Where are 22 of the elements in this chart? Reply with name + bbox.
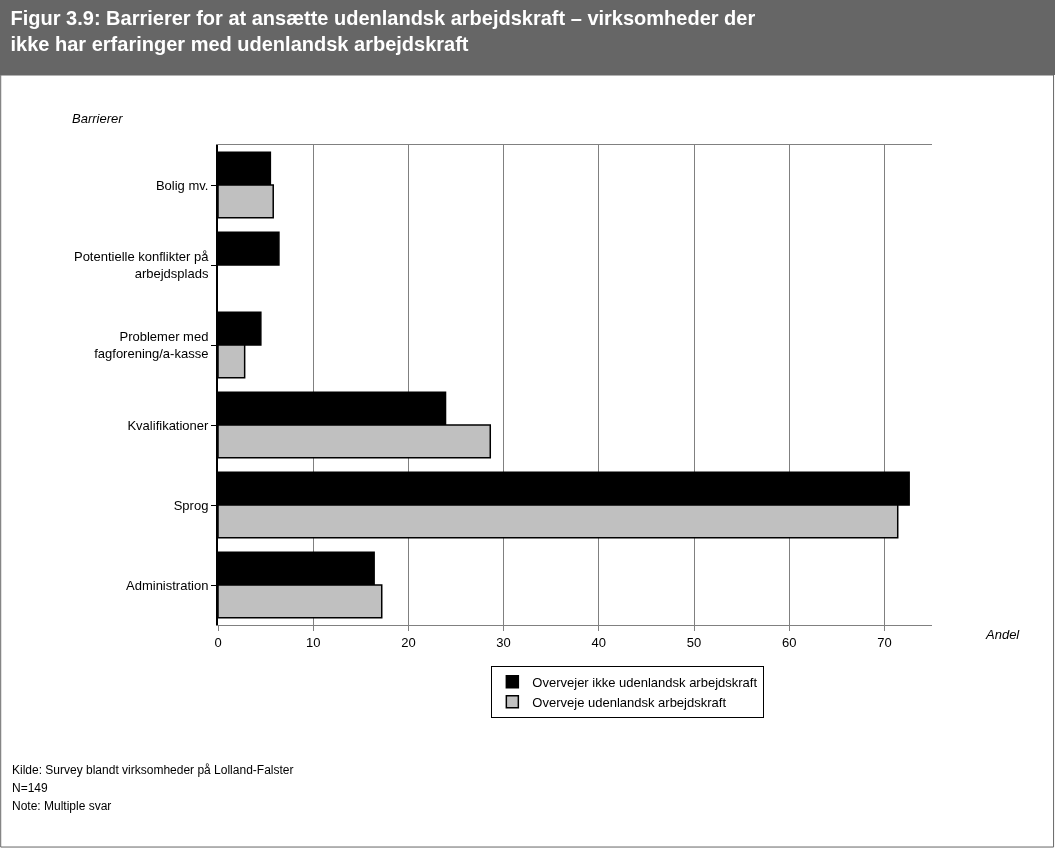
y-tick-label: Sprog xyxy=(173,497,209,513)
legend-label: Overvejer ikke udenlandsk arbejdskraft xyxy=(532,674,758,690)
text: Note: Multiple svar xyxy=(12,799,112,813)
y-tick-label: Kvalifikationer xyxy=(127,417,210,433)
chart-title: Figur 3.9: Barrierer for at ansætte udenlandsk arbejdskraft – virksomheder der ikke har erfaringer med udenlandsk arbejdskraft xyxy=(10,7,756,56)
legend-label: Overveje udenlandsk arbejdskraft xyxy=(532,694,727,710)
y-tick-label: Problemer med fagforening/a-kasse xyxy=(94,329,209,361)
x-tick-label: 20 xyxy=(401,634,416,650)
x-tick-label: 70 xyxy=(877,634,892,650)
x-tick-label: 60 xyxy=(781,634,797,650)
x-tick-label: 30 xyxy=(496,634,511,650)
x-tick-label: 0 xyxy=(214,634,222,650)
x-tick-label: 10 xyxy=(305,634,321,650)
y-tick-label: Bolig mv. xyxy=(155,177,209,193)
y-tick-label: Administration xyxy=(126,577,209,593)
x-tick-label: 50 xyxy=(686,634,702,650)
x-axis-title: Andel xyxy=(985,627,1021,642)
text: Kilde: Survey blandt virksomheder på Lolland-Falster xyxy=(12,763,294,777)
y-tick-label: Potentielle konflikter på arbejdsplads xyxy=(73,249,210,281)
text: N=149 xyxy=(12,781,49,795)
x-tick-label: 40 xyxy=(591,634,607,650)
y-axis-title: Barrierer xyxy=(72,111,124,126)
